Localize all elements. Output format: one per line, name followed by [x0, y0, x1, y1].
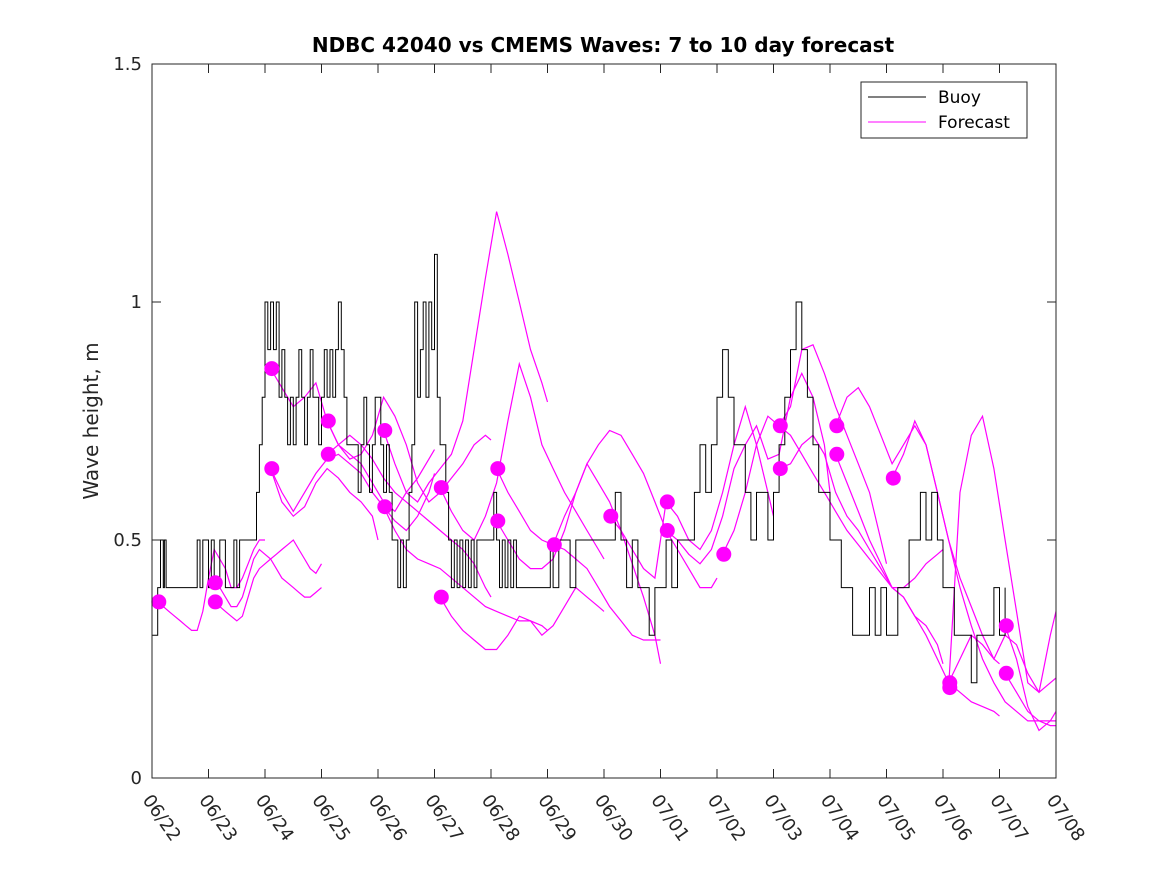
forecast-marker	[829, 446, 845, 462]
forecast-line	[439, 586, 605, 651]
forecast-line	[496, 468, 661, 641]
forecast-line	[778, 425, 944, 589]
forecast-markers	[151, 361, 1014, 696]
forecast-marker	[772, 418, 788, 434]
plot-area	[152, 64, 1056, 778]
forecast-line	[439, 361, 605, 560]
forecast-line	[835, 386, 1000, 665]
forecast-marker	[490, 461, 506, 477]
forecast-marker	[151, 594, 167, 610]
forecast-line	[270, 453, 436, 532]
forecast-marker	[885, 470, 901, 486]
forecast-line	[552, 429, 718, 589]
forecast-marker	[546, 537, 562, 553]
forecast-line	[1004, 672, 1056, 727]
forecast-marker	[772, 461, 788, 477]
forecast-marker	[377, 423, 393, 438]
legend-forecast-label: Forecast	[938, 113, 1010, 133]
plot-frame	[151, 63, 1057, 779]
forecast-marker	[998, 665, 1014, 681]
forecast-line	[835, 454, 1000, 717]
legend-buoy-label: Buoy	[938, 88, 981, 108]
forecast-marker	[264, 361, 280, 377]
y-tick-label: 0.5	[113, 530, 142, 551]
forecast-marker	[603, 508, 619, 524]
forecast-marker	[659, 523, 675, 538]
forecast-line	[383, 211, 549, 503]
forecast-marker	[829, 418, 845, 434]
y-tick-label: 0	[131, 768, 142, 789]
forecast-line	[948, 414, 1057, 694]
forecast-line	[722, 344, 888, 564]
forecast-marker	[207, 594, 223, 610]
chart-title: NDBC 42040 vs CMEMS Waves: 7 to 10 day f…	[312, 33, 895, 57]
legend-box	[860, 81, 1028, 139]
forecast-line	[383, 506, 548, 631]
forecast-marker	[320, 413, 336, 429]
buoy-series	[152, 253, 1006, 684]
y-tick-label: 1.5	[113, 54, 142, 75]
forecast-marker	[716, 546, 732, 562]
y-axis-label: Wave height, m	[79, 342, 103, 499]
forecast-marker	[377, 499, 393, 515]
forecast-marker	[433, 589, 449, 605]
forecast-line	[213, 539, 323, 622]
legend: Buoy Forecast	[860, 81, 1028, 139]
forecast-marker	[264, 461, 280, 477]
forecast-marker	[207, 575, 223, 591]
forecast-line	[778, 434, 944, 664]
y-axis: 0 0.5 1 1.5	[113, 54, 1056, 789]
forecast-marker	[942, 675, 958, 691]
forecast-marker	[659, 494, 675, 510]
buoy-line	[152, 253, 1006, 684]
forecast-marker	[433, 480, 449, 496]
forecast-marker	[490, 513, 506, 529]
forecast-line	[270, 467, 379, 541]
forecast-line	[213, 548, 322, 608]
forecast-line	[1004, 625, 1057, 732]
forecast-marker	[320, 446, 336, 462]
forecast-marker	[998, 618, 1014, 634]
y-tick-label: 1	[131, 292, 142, 313]
